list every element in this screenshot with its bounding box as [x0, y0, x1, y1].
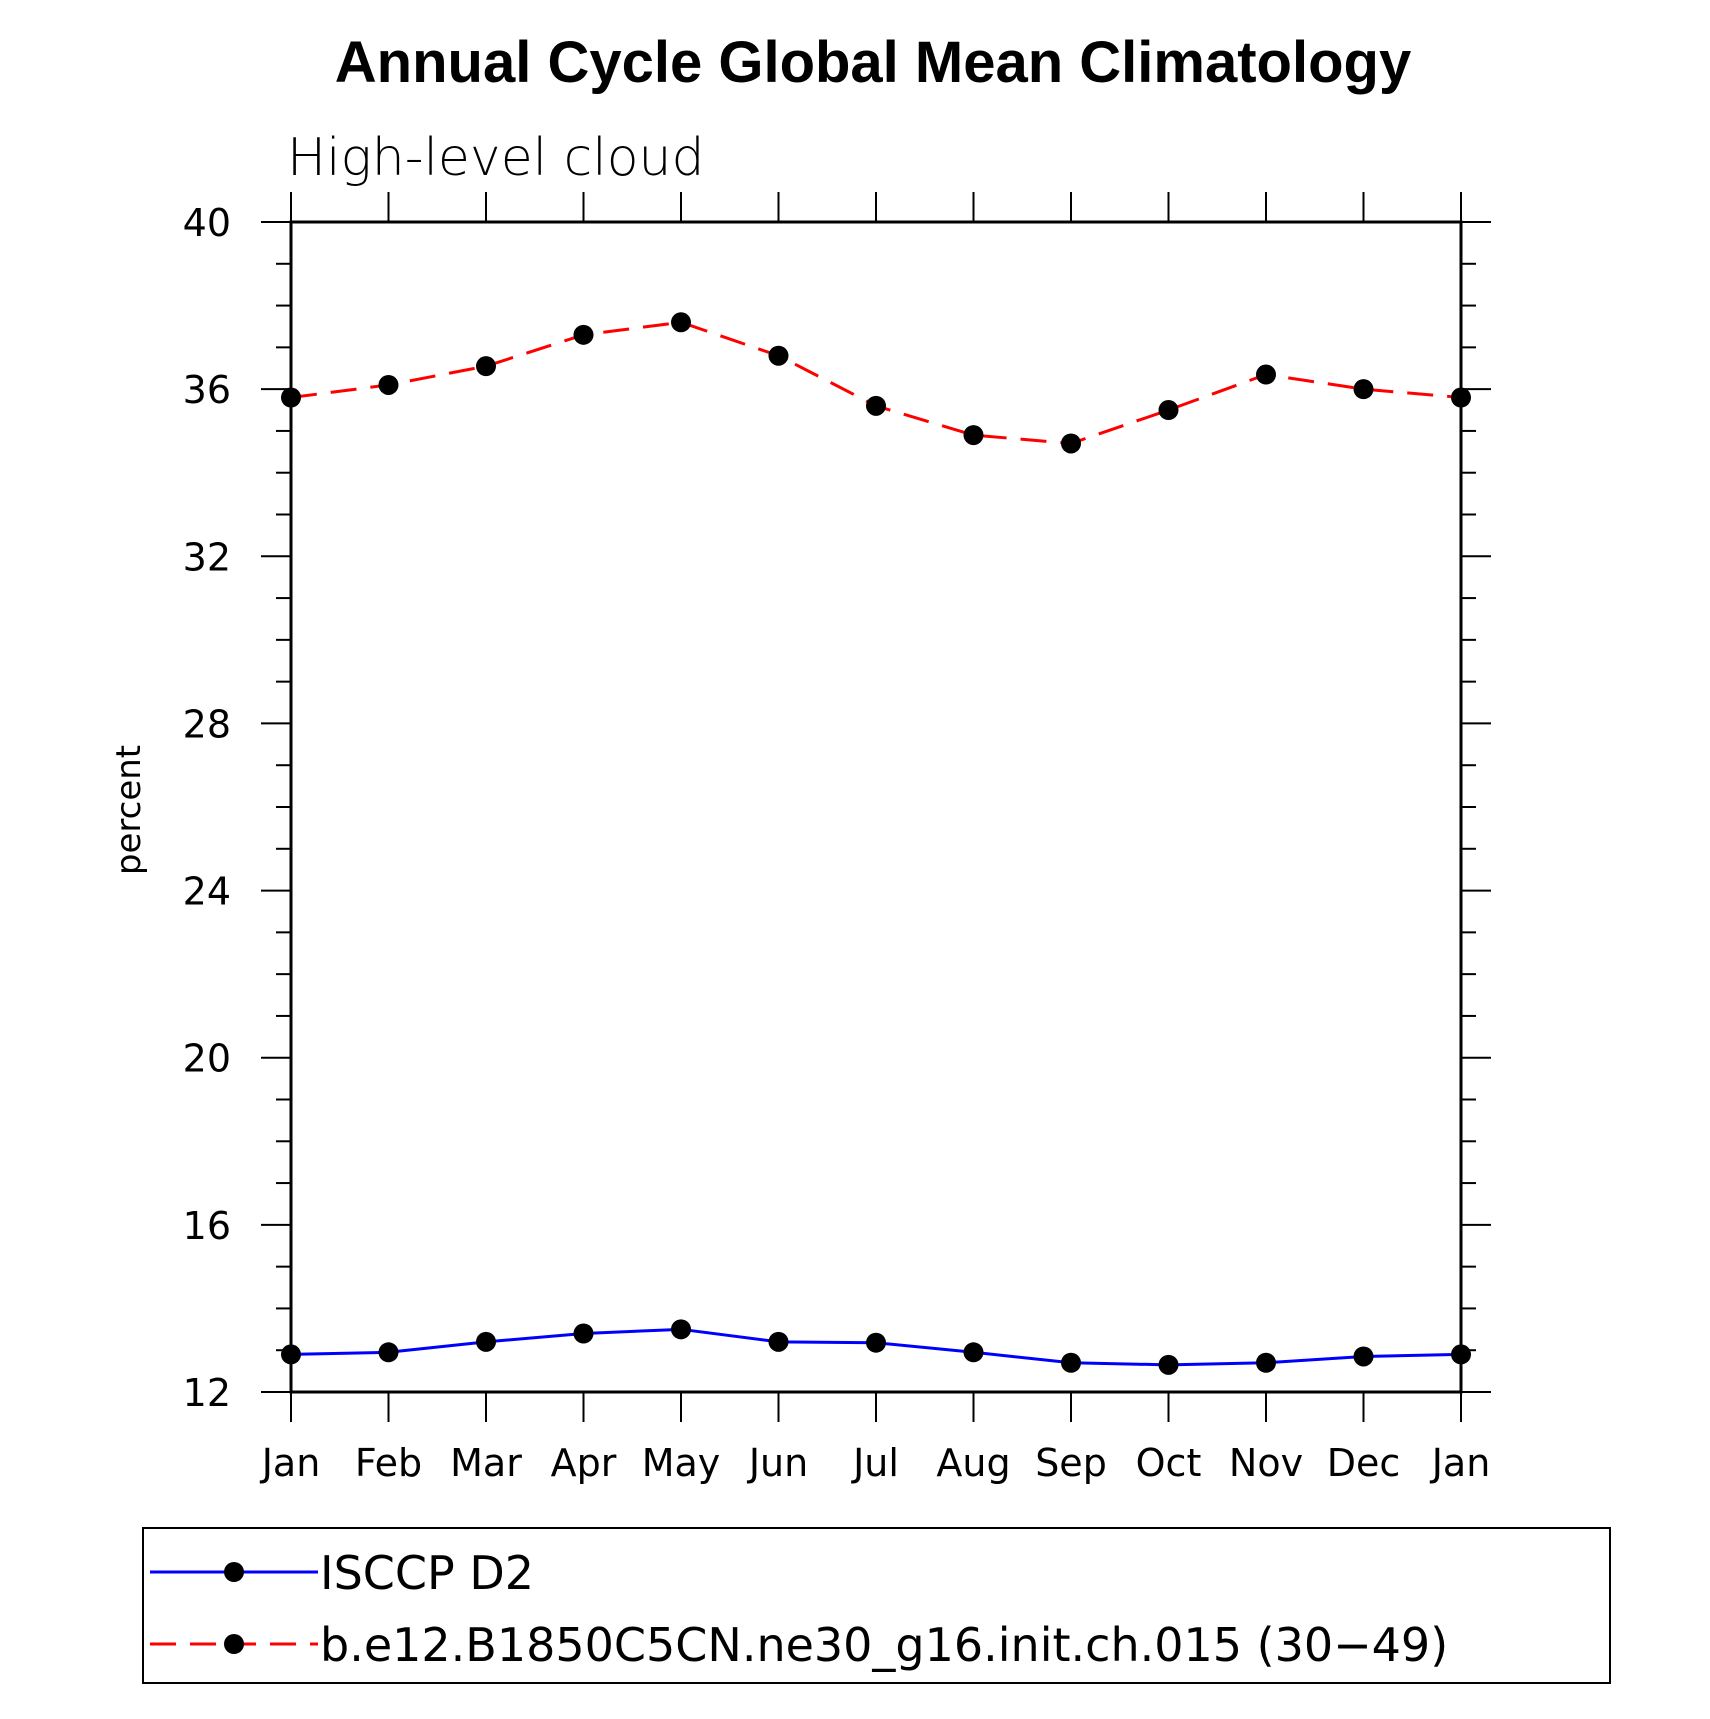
series-1-point-9 — [1158, 400, 1179, 421]
series-line-1 — [290, 320, 1462, 445]
series-0-point-12 — [1451, 1344, 1471, 1365]
series-1-point-1 — [378, 374, 399, 395]
series-0-point-4 — [671, 1319, 691, 1340]
y-tick-label: 24 — [183, 870, 231, 914]
series-0-point-10 — [1256, 1352, 1276, 1373]
series-0-point-2 — [476, 1331, 496, 1352]
series-0-point-7 — [963, 1342, 984, 1363]
legend-marker-model — [224, 1634, 244, 1654]
series-0-point-5 — [768, 1331, 789, 1352]
series-1-point-11 — [1353, 379, 1374, 400]
legend-entry-0: ISCCP D2 — [150, 1546, 534, 1600]
x-tick-label: Sep — [1035, 1441, 1107, 1485]
x-tick-label: Oct — [1136, 1441, 1202, 1485]
x-tick-label: Aug — [936, 1441, 1010, 1485]
series-1-point-8 — [1061, 433, 1081, 454]
series-0-point-1 — [378, 1342, 399, 1363]
x-tick-label: Nov — [1229, 1441, 1303, 1485]
series-0-point-3 — [573, 1323, 594, 1344]
series-1-point-12 — [1451, 387, 1471, 408]
series-layer — [281, 312, 1471, 1375]
series-1-point-5 — [768, 345, 789, 366]
y-tick-label: 12 — [183, 1371, 231, 1415]
y-tick-label: 28 — [183, 702, 231, 746]
legend-box — [142, 1527, 1611, 1684]
series-0-point-6 — [866, 1332, 886, 1353]
x-tick-label: Apr — [551, 1441, 617, 1485]
y-axis-ticks: 12 16 20 24 28 32 36 40 — [183, 201, 1491, 1415]
chart-subtitle: High-level cloud — [287, 128, 704, 188]
series-0-point-11 — [1353, 1346, 1374, 1367]
series-0-point-9 — [1158, 1354, 1179, 1375]
x-tick-label: Jul — [851, 1441, 899, 1485]
series-1-point-6 — [866, 395, 886, 416]
y-tick-label: 16 — [183, 1204, 231, 1248]
x-tick-label: Dec — [1327, 1441, 1401, 1485]
series-1-point-3 — [573, 324, 594, 345]
x-axis-ticks: Jan Feb Mar Apr May Jun Jul Aug Sep Oct Nov Dec Jan — [260, 192, 1491, 1485]
y-tick-label: 20 — [183, 1037, 231, 1081]
x-tick-label: May — [642, 1441, 721, 1485]
y-tick-label: 32 — [183, 535, 231, 579]
series-1-point-7 — [963, 425, 984, 446]
x-tick-label: Jan — [260, 1441, 321, 1485]
y-tick-label: 40 — [183, 201, 231, 245]
series-0-point-0 — [281, 1344, 301, 1365]
series-1-point-0 — [281, 387, 301, 408]
series-1-point-4 — [671, 312, 691, 333]
legend-label-isccp: ISCCP D2 — [320, 1546, 534, 1600]
series-1-point-2 — [476, 356, 496, 377]
chart-title: Annual Cycle Global Mean Climatology — [335, 30, 1411, 95]
series-1-point-10 — [1256, 364, 1276, 385]
legend-marker-isccp — [224, 1562, 244, 1582]
series-0-point-8 — [1061, 1352, 1081, 1373]
x-tick-label: Jun — [747, 1441, 808, 1485]
legend-entry-1: b.e12.B1850C5CN.ne30_g16.init.ch.015 (30… — [150, 1618, 1448, 1672]
x-tick-label: Feb — [355, 1441, 422, 1485]
legend-label-model: b.e12.B1850C5CN.ne30_g16.init.ch.015 (30… — [320, 1618, 1448, 1672]
x-tick-label: Mar — [450, 1441, 522, 1485]
y-tick-label: 36 — [183, 368, 231, 412]
x-tick-label: Jan — [1430, 1441, 1491, 1485]
y-axis-label: percent — [109, 745, 149, 875]
